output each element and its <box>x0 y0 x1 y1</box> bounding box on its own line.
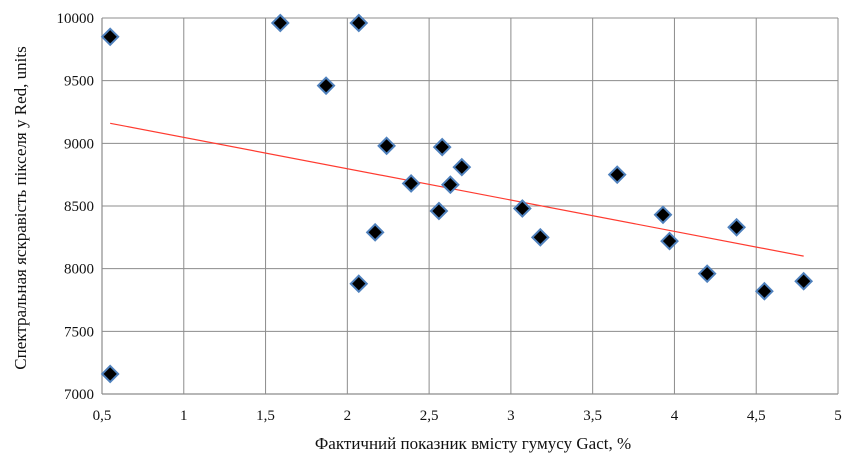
data-point <box>512 199 532 218</box>
x-tick-label: 3,5 <box>583 408 602 424</box>
data-point <box>727 217 747 237</box>
x-tick-label: 0,5 <box>93 408 112 424</box>
data-point <box>660 231 679 251</box>
data-point <box>530 227 550 247</box>
y-tick-label: 9500 <box>64 74 94 90</box>
y-tick-label: 7000 <box>64 387 94 403</box>
tick-label-layer: 0,5 1 1,5 2 2,5 3 3,5 4 4,5 5 7000 7500 8000 8500 9000… <box>57 11 842 424</box>
data-point <box>401 174 421 193</box>
data-point <box>365 222 385 242</box>
data-point <box>100 364 120 384</box>
y-tick-label: 9000 <box>64 136 94 152</box>
y-tick-label: 7500 <box>64 324 94 340</box>
x-tick-label: 2 <box>344 408 352 424</box>
x-tick-label: 4,5 <box>747 408 766 424</box>
data-point <box>349 13 369 33</box>
data-point <box>432 137 452 157</box>
data-point <box>100 27 120 47</box>
x-tick-label: 3 <box>507 408 515 424</box>
points-layer <box>100 13 814 384</box>
trendline-layer <box>110 122 804 257</box>
y-tick-label: 8000 <box>64 262 94 278</box>
x-tick-label: 1 <box>180 408 188 424</box>
grid-layer <box>101 17 839 395</box>
data-point <box>377 136 397 156</box>
trendline <box>110 122 804 257</box>
data-point <box>794 271 814 291</box>
data-point <box>653 205 673 225</box>
x-tick-label: 4 <box>671 408 679 424</box>
axis-layer <box>101 18 838 395</box>
data-point <box>270 13 290 33</box>
data-point <box>697 264 717 284</box>
y-axis-title: Спектральная яскравість пікселя у Red, u… <box>11 46 30 369</box>
data-point <box>349 274 369 294</box>
data-point <box>607 165 627 185</box>
data-point <box>754 281 774 301</box>
y-tick-label: 10000 <box>57 11 95 27</box>
data-point <box>452 157 472 177</box>
x-tick-label: 1,5 <box>256 408 275 424</box>
data-point <box>440 175 460 195</box>
data-point <box>429 201 449 221</box>
data-point <box>316 76 336 96</box>
x-tick-label: 2,5 <box>420 408 439 424</box>
y-tick-label: 8500 <box>64 199 94 215</box>
x-tick-label: 5 <box>834 408 842 424</box>
x-axis-title: Фактичний показник вмісту гумусу Gact, % <box>315 434 631 453</box>
